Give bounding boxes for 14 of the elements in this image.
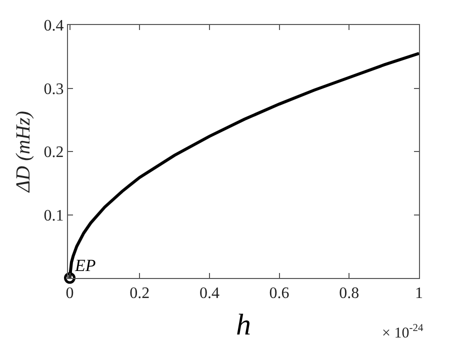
annotation: EP bbox=[74, 256, 96, 275]
x-axis-title: h bbox=[236, 308, 251, 342]
y-tick-label: 0.3 bbox=[44, 80, 64, 98]
text: × 10$^{-24}$ bbox=[382, 323, 424, 342]
x-tick-label: 0.4 bbox=[199, 285, 220, 302]
y-tick-label: 0.1 bbox=[44, 207, 64, 224]
y-tick-label: 0.4 bbox=[44, 18, 64, 35]
x-tick-label: 0.2 bbox=[130, 285, 150, 302]
y-tick-label: 0.2 bbox=[44, 144, 64, 162]
x-tick-label: 0.8 bbox=[339, 285, 360, 302]
x-tick-label: 0.6 bbox=[269, 285, 290, 302]
x-tick-label: 0 bbox=[66, 285, 74, 302]
y-axis-title: ΔD (mHz) bbox=[12, 110, 34, 194]
x-tick-label: 1 bbox=[415, 285, 423, 302]
